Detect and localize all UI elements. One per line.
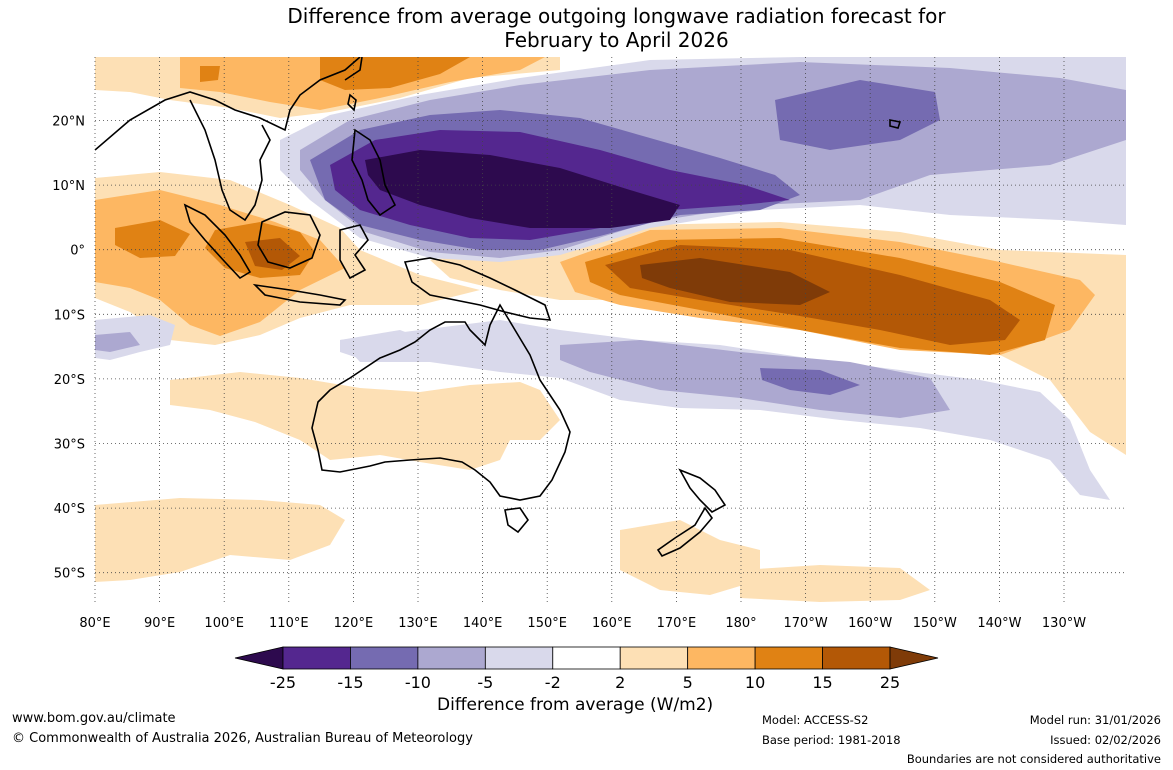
positive-anomaly-southern-ocean — [95, 498, 345, 582]
lat-label: 0° — [70, 244, 85, 259]
colorbar-swatch — [484, 646, 554, 670]
lon-label: 80°E — [79, 616, 110, 631]
coastline-sumatra — [183, 203, 252, 280]
footer-model: Model: ACCESS-S2 — [762, 713, 869, 727]
lon-label: 170°E — [657, 616, 697, 631]
lon-label: 170°W — [784, 616, 828, 631]
colorbar-swatch — [822, 646, 891, 670]
lat-label: 40°S — [54, 502, 85, 517]
footer-model-run: Model run: 31/01/2026 — [1029, 713, 1161, 727]
footer-issued: Issued: 02/02/2026 — [1050, 733, 1161, 747]
title-line-1: Difference from average outgoing longwav… — [287, 4, 946, 28]
colorbar-tick: 25 — [880, 673, 900, 692]
lon-label: 130°E — [398, 616, 438, 631]
footer-base-period: Base period: 1981-2018 — [762, 733, 901, 747]
longitude-labels: 80°E 90°E 100°E 110°E 120°E 130°E 140°E 150°E 16… — [79, 616, 1086, 631]
lon-label: 90°E — [144, 616, 175, 631]
coastline-sulawesi — [339, 224, 369, 280]
colorbar-tick: -25 — [270, 673, 296, 692]
colorbar-tick: 5 — [683, 673, 693, 692]
coastline-new-zealand-north — [678, 468, 727, 513]
colorbar-swatch — [754, 646, 823, 670]
lat-label: 50°S — [54, 567, 85, 582]
coastline-japan-south — [344, 57, 363, 81]
colorbar-tick: -15 — [337, 673, 363, 692]
coastlines — [95, 57, 902, 558]
coastline-new-guinea — [403, 257, 552, 321]
colorbar-swatch — [282, 646, 351, 670]
colorbar-tick: -10 — [405, 673, 431, 692]
lon-label: 110°E — [269, 616, 309, 631]
map-title: Difference from average outgoing longwav… — [0, 4, 1173, 52]
footer-copyright: © Commonwealth of Australia 2026, Austra… — [12, 731, 473, 746]
coastline-tasmania — [504, 507, 529, 534]
coastline-indochina — [189, 99, 271, 222]
coastline-australia — [311, 303, 571, 501]
positive-anomaly-china-strong — [320, 57, 470, 90]
coastline-java — [252, 283, 347, 306]
colorbar-title: Difference from average (W/m2) — [437, 695, 714, 715]
colorbar-swatch — [687, 646, 756, 670]
colorbar-tick: -5 — [477, 673, 493, 692]
lon-label: 100°E — [204, 616, 244, 631]
colorbar-tick: -2 — [545, 673, 561, 692]
lon-label: 140°E — [463, 616, 503, 631]
coastline-borneo — [257, 211, 321, 269]
lon-label: 160°W — [848, 616, 892, 631]
colorbar-swatch — [350, 646, 419, 670]
colorbar-tick: 10 — [745, 673, 765, 692]
footer-url: www.bom.gov.au/climate — [12, 711, 176, 726]
lon-label: 140°W — [977, 616, 1021, 631]
coastline-new-zealand-south — [656, 506, 714, 558]
negative-anomaly-south-pacific — [340, 320, 1110, 500]
colorbar-swatch — [552, 646, 621, 670]
lon-label: 120°E — [334, 616, 374, 631]
colorbar-swatch — [417, 646, 486, 670]
lon-label: 150°E — [527, 616, 567, 631]
lat-label: 10°N — [52, 179, 85, 194]
colorbar-tick: 15 — [812, 673, 832, 692]
title-line-2: February to April 2026 — [504, 28, 729, 52]
anomaly-field — [95, 57, 1126, 604]
coastline-hawaii — [889, 119, 902, 129]
positive-anomaly-australia — [170, 372, 560, 470]
lon-label: 150°W — [913, 616, 957, 631]
coastline-taiwan — [347, 93, 357, 112]
colorbar-extend-high — [889, 646, 939, 670]
colorbar-tick-labels: -25 -15 -10 -5 -2 2 5 10 15 25 — [270, 673, 900, 692]
lon-label: 160°E — [592, 616, 632, 631]
colorbar-tick: 2 — [615, 673, 625, 692]
lat-label: 10°S — [54, 308, 85, 323]
lon-label: 130°W — [1042, 616, 1086, 631]
lon-label: 180° — [725, 616, 756, 631]
lat-label: 30°S — [54, 438, 85, 453]
coastline-asia-mainland — [95, 57, 361, 151]
colorbar-extend-low — [234, 646, 284, 670]
colorbar-swatch — [619, 646, 689, 670]
lat-label: 20°S — [54, 373, 85, 388]
footer-disclaimer: Boundaries are not considered authoritat… — [906, 752, 1161, 766]
colorbar — [234, 646, 939, 670]
lat-label: 20°N — [52, 115, 85, 130]
latitude-labels: 20°N 10°N 0° 10°S 20°S 30°S 40°S 50°S — [52, 115, 85, 582]
coastline-philippines — [351, 128, 397, 217]
